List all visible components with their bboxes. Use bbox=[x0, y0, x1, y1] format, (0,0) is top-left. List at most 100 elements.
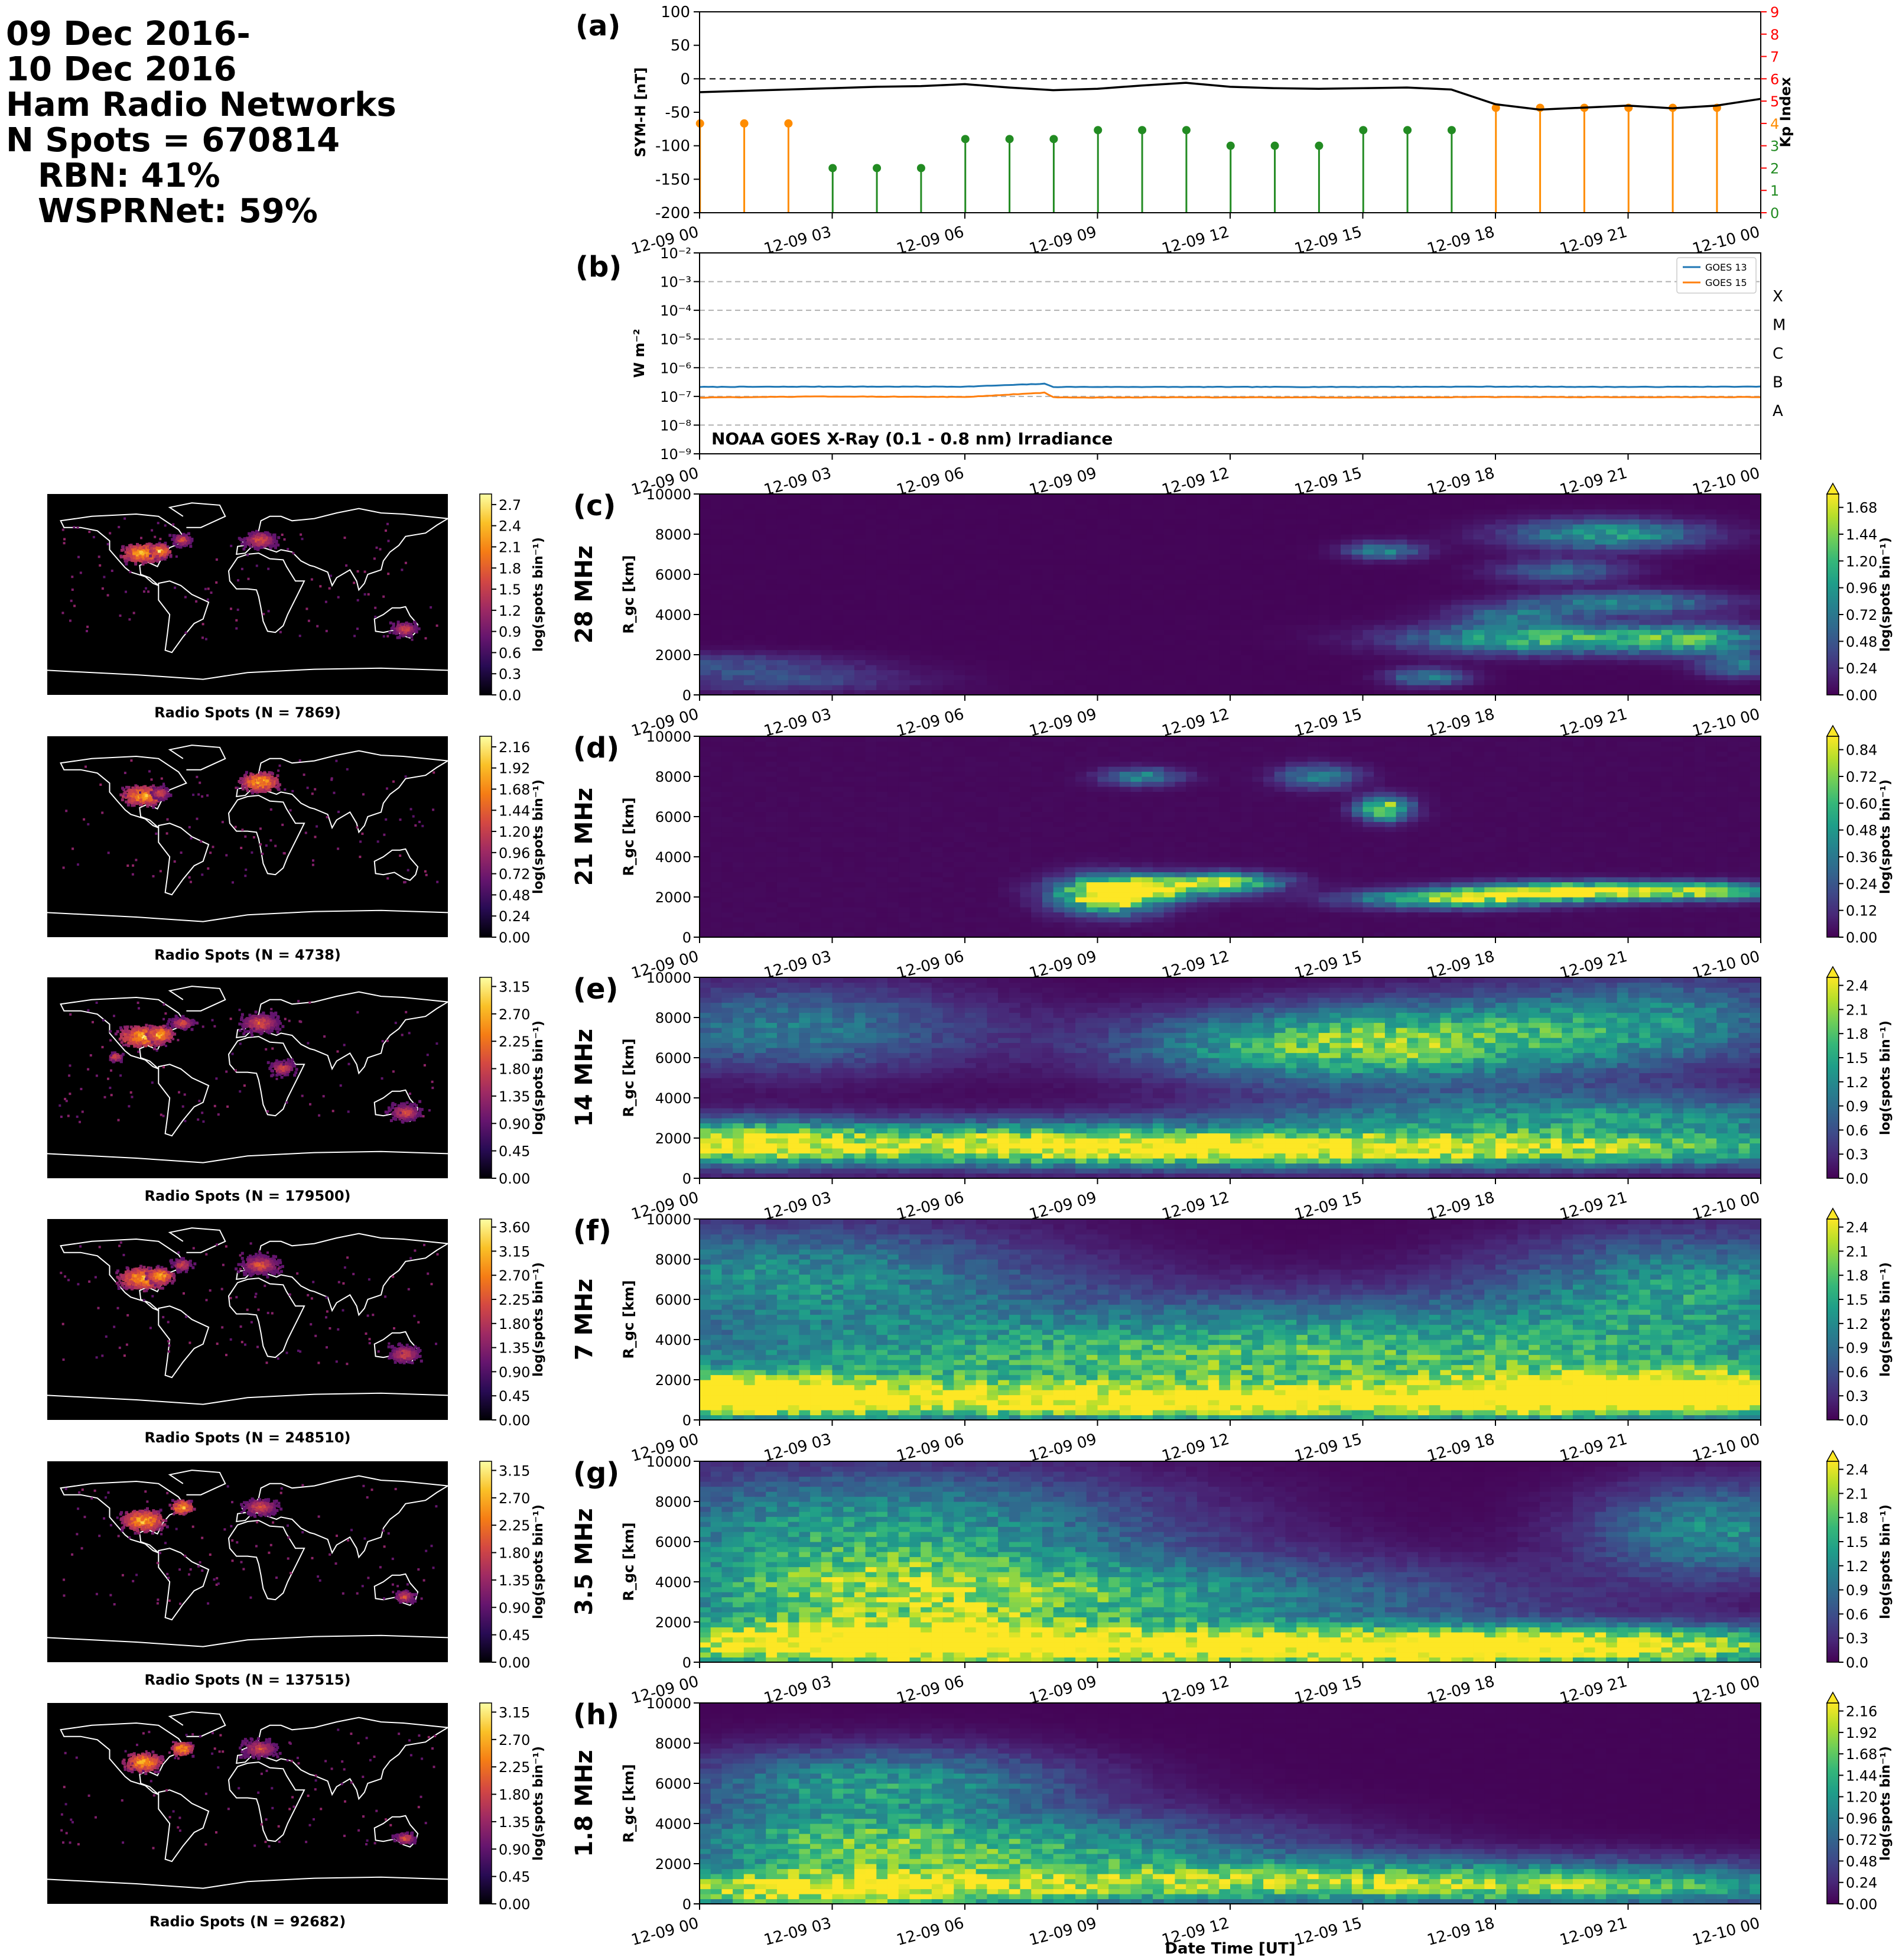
heatmap-cell bbox=[1197, 499, 1208, 505]
heatmap-cell bbox=[887, 514, 899, 519]
spot-cell bbox=[396, 632, 399, 635]
heatmap-cell bbox=[1529, 509, 1540, 515]
heatmap-cell bbox=[1087, 675, 1098, 680]
spot-cell bbox=[147, 549, 149, 552]
spot-cell bbox=[88, 531, 90, 533]
heatmap-cell bbox=[1020, 625, 1032, 630]
heatmap-cell bbox=[1396, 494, 1407, 499]
heatmap-cell bbox=[1352, 645, 1363, 650]
heatmap-cell bbox=[1131, 504, 1142, 509]
heatmap-cell bbox=[744, 564, 755, 570]
heatmap-cell bbox=[1451, 509, 1462, 515]
spot-cell bbox=[244, 545, 247, 548]
heatmap-cell bbox=[843, 584, 854, 590]
heatmap-cell bbox=[1341, 519, 1352, 525]
heatmap-cell bbox=[1053, 640, 1065, 645]
heatmap-cell bbox=[1573, 660, 1584, 665]
heatmap-cell bbox=[1584, 645, 1595, 650]
heatmap-cell bbox=[1120, 620, 1131, 625]
heatmap-cell bbox=[1451, 539, 1462, 545]
heatmap-cell bbox=[1407, 574, 1418, 580]
heatmap-cell bbox=[810, 550, 821, 555]
heatmap-cell bbox=[1153, 604, 1164, 610]
heatmap-cell bbox=[1120, 590, 1131, 595]
heatmap-cell bbox=[943, 685, 954, 690]
heatmap-cell bbox=[788, 685, 799, 690]
heatmap-cell bbox=[810, 580, 821, 585]
heatmap-cell bbox=[1042, 680, 1053, 685]
heatmap-cell bbox=[887, 625, 899, 630]
heatmap-cell bbox=[1385, 685, 1396, 690]
heatmap-cell bbox=[1274, 590, 1286, 595]
heatmap-cell bbox=[833, 584, 844, 590]
heatmap-cell bbox=[788, 620, 799, 625]
heatmap-cell bbox=[1517, 499, 1529, 505]
heatmap-cell bbox=[954, 640, 965, 645]
heatmap-cell bbox=[943, 539, 954, 545]
heatmap-cell bbox=[1131, 590, 1142, 595]
heatmap-cell bbox=[700, 655, 711, 660]
heatmap-cell bbox=[1507, 554, 1518, 560]
heatmap-cell bbox=[1529, 650, 1540, 655]
heatmap-cell bbox=[1120, 640, 1131, 645]
heatmap-cell bbox=[1186, 499, 1197, 505]
heatmap-cell bbox=[1374, 630, 1385, 635]
heatmap-cell bbox=[1451, 680, 1462, 685]
heatmap-cell bbox=[1462, 539, 1474, 545]
heatmap-cell bbox=[1087, 604, 1098, 610]
kp-marker bbox=[1536, 103, 1544, 112]
heatmap-cell bbox=[909, 665, 921, 670]
heatmap-cell bbox=[1296, 600, 1308, 605]
spot-cell bbox=[301, 538, 304, 540]
heatmap-cell bbox=[1197, 625, 1208, 630]
heatmap-cell bbox=[833, 630, 844, 635]
heatmap-cell bbox=[1042, 564, 1053, 570]
heatmap-cell bbox=[833, 600, 844, 605]
heatmap-cell bbox=[1584, 514, 1595, 519]
heatmap-cell bbox=[843, 504, 854, 509]
heatmap-cell bbox=[1495, 514, 1507, 519]
heatmap-cell bbox=[799, 610, 810, 615]
y2-tick-label: 1 bbox=[1770, 183, 1779, 199]
heatmap-cell bbox=[833, 514, 844, 519]
spot-cell bbox=[168, 551, 171, 554]
heatmap-cell bbox=[766, 539, 777, 545]
heatmap-cell bbox=[721, 600, 733, 605]
heatmap-cell bbox=[866, 604, 877, 610]
heatmap-cell bbox=[1451, 685, 1462, 690]
heatmap-cell bbox=[1219, 665, 1230, 670]
heatmap-cell bbox=[932, 685, 943, 690]
heatmap-cell bbox=[1396, 550, 1407, 555]
heatmap-cell bbox=[1584, 610, 1595, 615]
heatmap-cell bbox=[1529, 584, 1540, 590]
heatmap-cell bbox=[1474, 560, 1485, 565]
heatmap-cell bbox=[987, 570, 998, 575]
heatmap-cell bbox=[1053, 514, 1065, 519]
heatmap-cell bbox=[1319, 650, 1330, 655]
heatmap-cell bbox=[1484, 564, 1495, 570]
heatmap-cell bbox=[1075, 574, 1087, 580]
heatmap-cell bbox=[1562, 670, 1573, 675]
heatmap-cell bbox=[976, 580, 987, 585]
heatmap-cell bbox=[1495, 590, 1507, 595]
heatmap-cell bbox=[766, 645, 777, 650]
heatmap-cell bbox=[1484, 675, 1495, 680]
heatmap-cell bbox=[1064, 650, 1075, 655]
heatmap-cell bbox=[1120, 660, 1131, 665]
heatmap-cell bbox=[1175, 640, 1186, 645]
heatmap-cell bbox=[954, 524, 965, 529]
heatmap-cell bbox=[1584, 655, 1595, 660]
heatmap-cell bbox=[887, 645, 899, 650]
heatmap-cell bbox=[932, 554, 943, 560]
heatmap-cell bbox=[1197, 640, 1208, 645]
spot-cell bbox=[256, 548, 259, 551]
heatmap-cell bbox=[1562, 645, 1573, 650]
heatmap-cell bbox=[1562, 584, 1573, 590]
heatmap-cell bbox=[954, 655, 965, 660]
heatmap-cell bbox=[799, 529, 810, 535]
spot-cell bbox=[252, 539, 255, 542]
heatmap-cell bbox=[909, 675, 921, 680]
heatmap-cell bbox=[843, 494, 854, 499]
heatmap-cell bbox=[943, 554, 954, 560]
heatmap-cell bbox=[1230, 494, 1241, 499]
